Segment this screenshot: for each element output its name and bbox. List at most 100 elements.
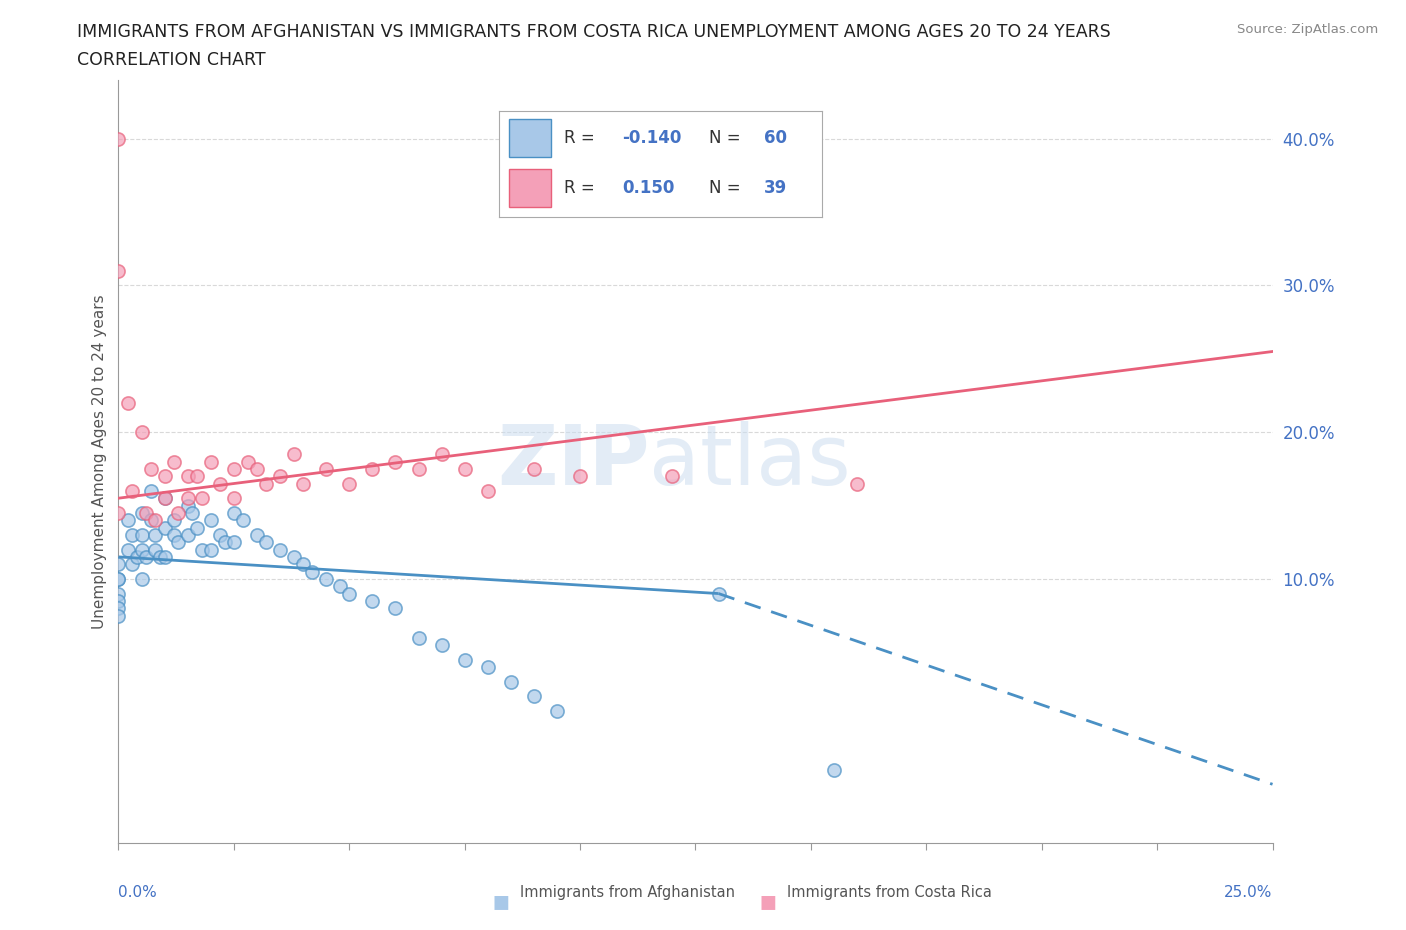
Point [823, 763, 845, 777]
Point [176, 527, 198, 542]
Point [107, 586, 129, 601]
Point [283, 550, 305, 565]
Point [117, 395, 139, 410]
Point [329, 578, 352, 593]
Text: atlas: atlas [650, 421, 851, 502]
Point [125, 550, 148, 565]
Point [163, 512, 186, 527]
Point [208, 476, 231, 491]
Point [222, 535, 245, 550]
Point [145, 542, 167, 557]
Point [139, 512, 162, 527]
Point [176, 498, 198, 513]
Text: Source: ZipAtlas.com: Source: ZipAtlas.com [1237, 23, 1378, 36]
Text: Immigrants from Costa Rica: Immigrants from Costa Rica [787, 884, 991, 900]
Point [214, 535, 236, 550]
Point [361, 593, 384, 608]
Point [523, 689, 546, 704]
Point [145, 527, 167, 542]
Point [661, 469, 683, 484]
Point [190, 491, 212, 506]
Point [107, 593, 129, 608]
Point [283, 446, 305, 461]
Point [200, 512, 222, 527]
Point [384, 601, 406, 616]
Point [167, 505, 190, 520]
Point [292, 476, 315, 491]
Point [107, 571, 129, 586]
Point [707, 586, 730, 601]
Point [453, 461, 475, 476]
Point [315, 461, 337, 476]
Text: Immigrants from Afghanistan: Immigrants from Afghanistan [520, 884, 735, 900]
Point [145, 512, 167, 527]
Point [499, 674, 522, 689]
Point [121, 527, 143, 542]
Point [337, 476, 360, 491]
Point [361, 461, 384, 476]
Point [846, 476, 869, 491]
Point [121, 557, 143, 572]
Point [200, 542, 222, 557]
Point [430, 446, 453, 461]
Point [254, 535, 277, 550]
Point [131, 505, 153, 520]
Point [254, 476, 277, 491]
Point [315, 571, 337, 586]
Point [292, 557, 315, 572]
Point [269, 469, 291, 484]
Point [236, 454, 259, 469]
Point [200, 454, 222, 469]
Point [107, 263, 129, 278]
Point [107, 505, 129, 520]
Point [107, 557, 129, 572]
Point [246, 461, 269, 476]
Point [107, 601, 129, 616]
Y-axis label: Unemployment Among Ages 20 to 24 years: Unemployment Among Ages 20 to 24 years [93, 294, 107, 629]
Point [477, 484, 499, 498]
Point [232, 512, 254, 527]
Point [121, 484, 143, 498]
Point [222, 505, 245, 520]
Point [131, 425, 153, 440]
Point [153, 491, 176, 506]
Text: CORRELATION CHART: CORRELATION CHART [77, 51, 266, 69]
Text: ▪: ▪ [759, 886, 778, 915]
Point [186, 520, 208, 535]
Point [408, 461, 430, 476]
Point [337, 586, 360, 601]
Point [430, 637, 453, 652]
Point [384, 454, 406, 469]
Point [167, 535, 190, 550]
Point [477, 659, 499, 674]
Point [453, 652, 475, 667]
Point [135, 550, 157, 565]
Point [208, 527, 231, 542]
Point [163, 454, 186, 469]
Point [139, 461, 162, 476]
Point [246, 527, 269, 542]
Point [153, 520, 176, 535]
Point [153, 491, 176, 506]
Text: ▪: ▪ [492, 886, 510, 915]
Point [176, 469, 198, 484]
Point [131, 571, 153, 586]
Point [186, 469, 208, 484]
Point [163, 527, 186, 542]
Point [546, 703, 568, 718]
Point [222, 491, 245, 506]
Point [181, 505, 204, 520]
Point [107, 571, 129, 586]
Text: IMMIGRANTS FROM AFGHANISTAN VS IMMIGRANTS FROM COSTA RICA UNEMPLOYMENT AMONG AGE: IMMIGRANTS FROM AFGHANISTAN VS IMMIGRANT… [77, 23, 1111, 41]
Point [131, 542, 153, 557]
Point [153, 550, 176, 565]
Point [523, 461, 546, 476]
Point [149, 550, 172, 565]
Point [301, 565, 323, 579]
Point [117, 542, 139, 557]
Point [269, 542, 291, 557]
Point [139, 484, 162, 498]
Point [107, 608, 129, 623]
Text: 0.0%: 0.0% [118, 884, 157, 900]
Point [131, 527, 153, 542]
